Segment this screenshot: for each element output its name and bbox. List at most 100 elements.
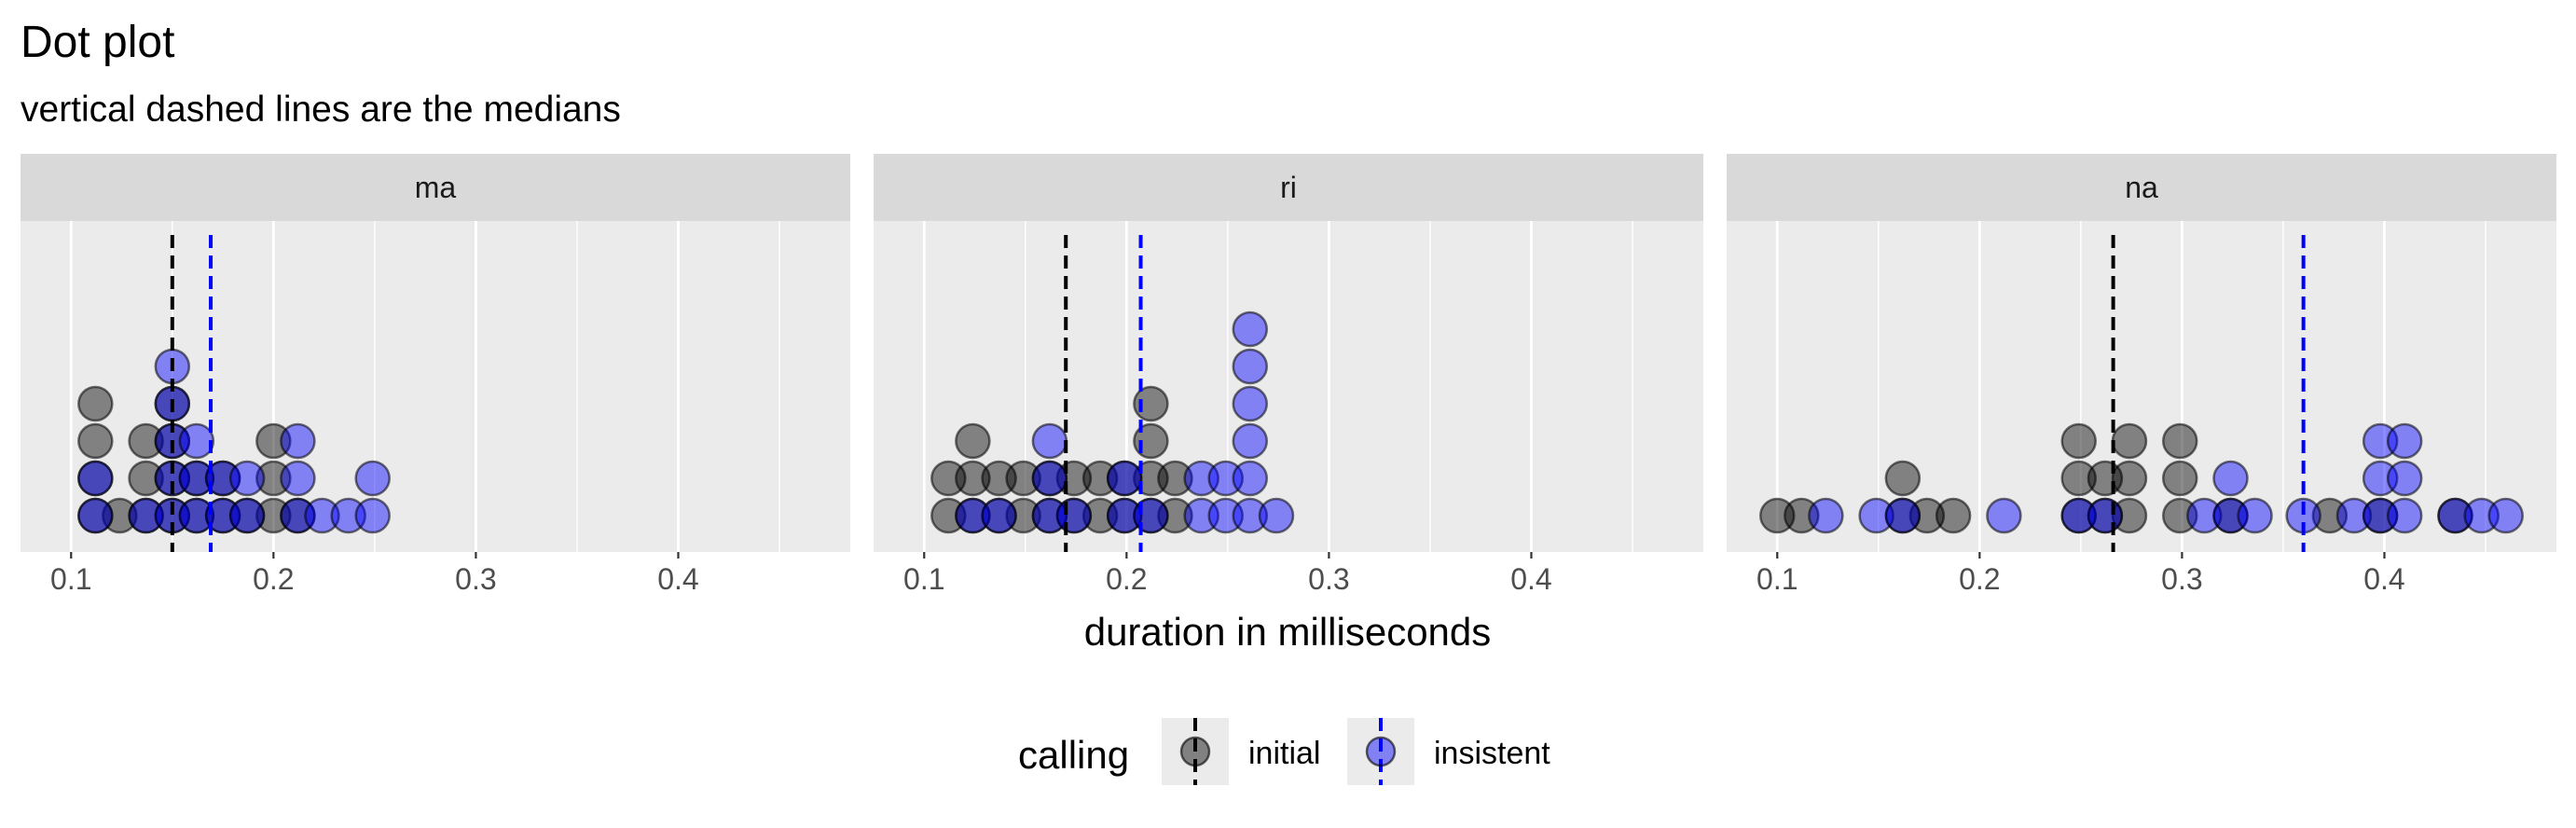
dot-initial [2111, 422, 2148, 460]
dot-insistent [2335, 497, 2373, 534]
dot-initial [2060, 422, 2097, 460]
dot-initial [930, 460, 967, 497]
dot-initial [2311, 497, 2349, 534]
dot-initial [1081, 460, 1119, 497]
dot-initial [255, 460, 292, 497]
dot-initial [2161, 497, 2198, 534]
dot-insistent [228, 497, 266, 534]
dot-initial [930, 497, 967, 534]
dot-insistent [330, 497, 366, 534]
chart-subtitle: vertical dashed lines are the medians [21, 90, 621, 130]
dot-initial [1908, 497, 1946, 534]
dot-insistent [2087, 497, 2124, 534]
dot-insistent [1232, 460, 1269, 497]
dot-insistent [178, 497, 215, 534]
panel-background-ma [21, 221, 850, 552]
legend-title: calling [1018, 733, 1129, 777]
dot-initial [981, 460, 1017, 497]
strip-ri [874, 154, 1703, 221]
dot-initial [1935, 497, 1972, 534]
dot-insistent [77, 460, 114, 497]
dot-insistent [1183, 460, 1219, 497]
dot-insistent [1884, 497, 1922, 534]
dot-insistent [2212, 497, 2249, 534]
dot-initial [128, 422, 164, 460]
dot-initial [2161, 422, 2198, 460]
x-tick-label: 0.4 [657, 562, 698, 596]
dot-insistent [354, 497, 391, 534]
dot-initial [77, 422, 114, 460]
legend-label-initial: initial [1248, 736, 1320, 771]
x-tick-label: 0.1 [903, 562, 944, 596]
x-tick-label: 0.2 [253, 562, 294, 596]
dot-insistent [2237, 497, 2273, 534]
dot-insistent [955, 497, 991, 534]
dot-initial [1759, 497, 1796, 534]
dot-insistent [1808, 497, 1844, 534]
legend-key-insistent [1347, 718, 1414, 785]
dot-initial [1157, 460, 1193, 497]
dot-insistent [2386, 422, 2423, 460]
dot-insistent [2386, 460, 2423, 497]
dot-insistent [1232, 497, 1269, 534]
dot-initial [955, 422, 991, 460]
dot-initial [955, 460, 991, 497]
dot-insistent [2060, 497, 2097, 534]
dot-insistent [178, 422, 215, 460]
dot-insistent [1106, 460, 1143, 497]
chart-title: Dot plot [21, 18, 174, 67]
x-tick-label: 0.4 [1510, 562, 1551, 596]
dot-insistent [1031, 497, 1068, 534]
legend-key-initial [1162, 718, 1229, 785]
strip-na [1727, 154, 2556, 221]
dot-insistent [1232, 422, 1269, 460]
x-tick-label: 0.3 [2161, 562, 2202, 596]
dot-initial [2111, 497, 2148, 534]
dot-initial [1005, 460, 1041, 497]
x-tick-label: 0.2 [1959, 562, 2000, 596]
dot-insistent [1858, 497, 1894, 534]
dot-insistent [981, 497, 1017, 534]
dot-insistent [228, 460, 266, 497]
dot-insistent [1232, 385, 1269, 422]
dot-initial [2111, 460, 2148, 497]
x-tick-label: 0.1 [50, 562, 91, 596]
dot-insistent [2386, 497, 2423, 534]
dot-insistent [128, 497, 164, 534]
dot-insistent [1207, 460, 1244, 497]
x-tick-label: 0.1 [1756, 562, 1798, 596]
series-insistent-ma [77, 348, 391, 534]
dot-insistent [2362, 460, 2399, 497]
dot-insistent [1986, 497, 2022, 534]
panel-background-ri [874, 221, 1703, 552]
facet-panel-ri: ri 0.1 0.2 0.3 0.4 [874, 154, 1703, 596]
facet-panel-ma: ma 0.1 0.2 0.3 0.4 [21, 154, 850, 596]
dot-insistent [1183, 497, 1219, 534]
series-insistent-na [1808, 422, 2524, 534]
dot-initial [102, 497, 138, 534]
dot-insistent [1232, 310, 1269, 348]
dot-insistent [304, 497, 340, 534]
dot-insistent [1258, 497, 1295, 534]
dot-insistent [1106, 497, 1143, 534]
dot-initial [1005, 497, 1041, 534]
dot-insistent [178, 460, 215, 497]
strip-label-na: na [2125, 171, 2158, 204]
dot-initial [1081, 497, 1119, 534]
dot-insistent [1207, 497, 1244, 534]
dot-insistent [1055, 497, 1093, 534]
dot-initial [1884, 460, 1922, 497]
x-tick-label: 0.3 [1308, 562, 1349, 596]
dot-insistent [2437, 497, 2473, 534]
dot-insistent [2487, 497, 2524, 534]
x-tick-label: 0.3 [455, 562, 496, 596]
dot-insistent [77, 497, 114, 534]
dot-insistent [2362, 497, 2399, 534]
strip-label-ri: ri [1280, 171, 1297, 204]
dot-initial [77, 385, 114, 422]
dot-insistent [354, 460, 391, 497]
dot-insistent [280, 497, 316, 534]
dot-insistent [204, 497, 241, 534]
dot-initial [1784, 497, 1820, 534]
facet-panel-na: na 0.1 0.2 0.3 0.4 [1727, 154, 2556, 596]
